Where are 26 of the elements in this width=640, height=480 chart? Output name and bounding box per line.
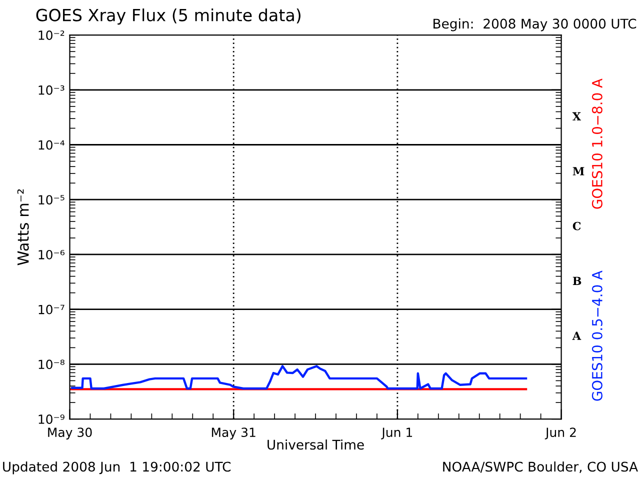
text: X (572, 112, 581, 120)
y-axis-title: Watts m⁻² (17, 189, 29, 266)
chart-title: GOES Xray Flux (5 minute data) (36, 8, 300, 25)
text: C (572, 222, 581, 230)
text: B (572, 276, 582, 285)
x-tick-label: Jun 2 (544, 428, 576, 440)
y-tick-label: 10⁻⁶ (38, 250, 64, 260)
y-tick-label: 10⁻³ (38, 85, 64, 95)
text: M (572, 167, 584, 176)
y-tick-label: 10⁻⁷ (38, 304, 64, 314)
text: NOAA/SWPC Boulder, CO USA (443, 461, 638, 474)
x-tick-label: Jun 1 (381, 428, 412, 440)
x-tick-label: May 30 (48, 428, 92, 440)
y-tick-label: 10⁻⁹ (38, 414, 64, 424)
text: GOES10 0.5−4.0 A (592, 270, 602, 401)
x-tick-label: May 31 (212, 428, 256, 440)
text: GOES10 1.0−8.0 A (592, 78, 602, 209)
y-tick-label: 10⁻⁴ (38, 140, 64, 150)
line-series (70, 365, 528, 390)
y-tick-label: 10⁻² (38, 30, 64, 40)
chart-subtitle: Begin: 2008 May 30 0000 UTC (434, 18, 636, 32)
text: A (572, 332, 582, 340)
y-tick-label: 10⁻⁵ (38, 195, 64, 205)
x-axis-title: Universal Time (268, 439, 364, 450)
text: Updated 2008 Jun 1 19:00:02 UTC (3, 461, 231, 474)
y-tick-label: 10⁻⁸ (38, 360, 64, 370)
